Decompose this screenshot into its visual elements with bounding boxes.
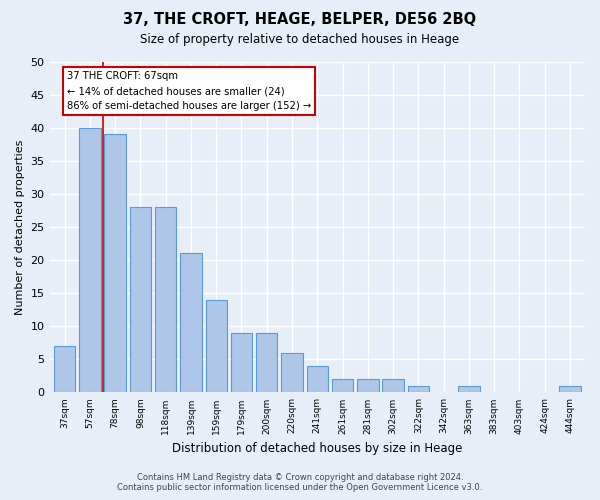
Bar [332, 379, 353, 392]
Bar [79, 128, 101, 392]
Bar [180, 254, 202, 392]
Bar [130, 207, 151, 392]
Bar [155, 207, 176, 392]
Bar [206, 300, 227, 392]
Bar [382, 379, 404, 392]
Text: Contains HM Land Registry data © Crown copyright and database right 2024.
Contai: Contains HM Land Registry data © Crown c… [118, 473, 482, 492]
Bar [54, 346, 76, 393]
Text: 37 THE CROFT: 67sqm
← 14% of detached houses are smaller (24)
86% of semi-detach: 37 THE CROFT: 67sqm ← 14% of detached ho… [67, 72, 311, 111]
Bar [104, 134, 126, 392]
Bar [256, 333, 277, 392]
Bar [458, 386, 479, 392]
Bar [231, 333, 252, 392]
Bar [407, 386, 429, 392]
Text: 37, THE CROFT, HEAGE, BELPER, DE56 2BQ: 37, THE CROFT, HEAGE, BELPER, DE56 2BQ [124, 12, 476, 28]
Text: Size of property relative to detached houses in Heage: Size of property relative to detached ho… [140, 32, 460, 46]
Bar [357, 379, 379, 392]
X-axis label: Distribution of detached houses by size in Heage: Distribution of detached houses by size … [172, 442, 463, 455]
Bar [559, 386, 581, 392]
Bar [307, 366, 328, 392]
Bar [281, 352, 303, 393]
Y-axis label: Number of detached properties: Number of detached properties [15, 140, 25, 314]
